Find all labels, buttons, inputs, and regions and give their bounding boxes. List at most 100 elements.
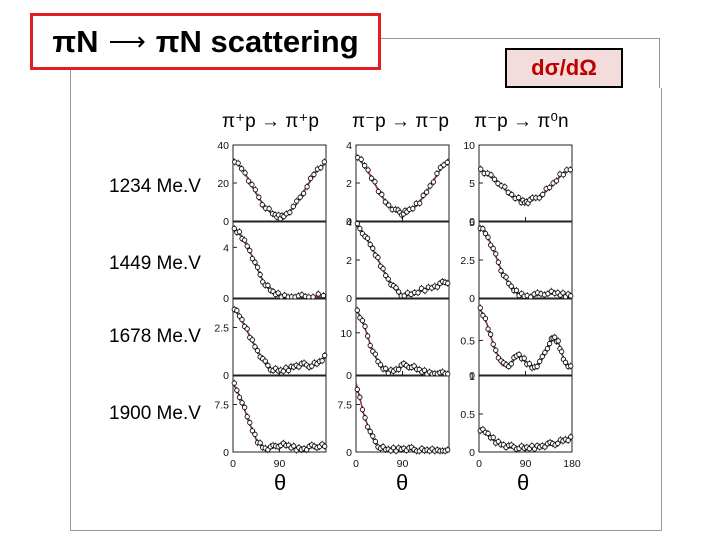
data-point — [244, 326, 250, 332]
x-axis-label-1: θ — [274, 470, 287, 495]
y-tick-label: 0 — [346, 447, 352, 459]
data-point — [354, 307, 360, 313]
data-point — [536, 195, 542, 201]
data-point — [239, 400, 245, 406]
data-point — [372, 351, 379, 357]
data-point — [367, 342, 373, 349]
data-point — [364, 424, 371, 430]
data-point — [521, 355, 527, 361]
data-point — [482, 230, 489, 237]
data-point — [265, 282, 271, 289]
data-point — [357, 225, 363, 232]
data-point — [568, 293, 574, 299]
data-point — [555, 338, 561, 344]
data-point — [445, 280, 451, 286]
reaction-label-pim-cex: π⁻p → π⁰n — [474, 111, 569, 132]
data-point — [362, 323, 368, 330]
data-point — [370, 245, 376, 251]
data-point — [236, 394, 243, 401]
data-point — [493, 251, 499, 257]
data-point — [567, 167, 573, 173]
x-tick-label: 90 — [274, 458, 286, 470]
data-point — [239, 316, 245, 323]
data-point — [490, 341, 496, 347]
y-tick-label: 0.5 — [460, 409, 475, 421]
data-point — [509, 191, 515, 198]
y-tick-label: 2.5 — [214, 323, 229, 335]
y-tick-label: 1 — [469, 371, 475, 383]
data-point — [304, 184, 310, 190]
data-point — [300, 190, 307, 197]
x-tick-label: 90 — [397, 458, 409, 470]
frame-left-line — [70, 70, 71, 88]
data-point — [477, 305, 483, 311]
data-point — [422, 288, 428, 294]
data-point — [275, 290, 281, 296]
data-point — [441, 162, 447, 168]
data-point — [542, 349, 548, 356]
data-point — [393, 285, 399, 291]
frame-top-line — [381, 38, 660, 39]
data-point — [487, 331, 494, 338]
data-point — [368, 175, 375, 181]
x-axis-label-3: θ — [517, 470, 530, 495]
data-point — [359, 317, 366, 324]
data-point — [245, 178, 252, 184]
data-point — [367, 428, 373, 435]
data-point — [380, 265, 386, 272]
y-tick-label: 4 — [346, 217, 352, 229]
data-point — [534, 363, 540, 370]
data-point — [485, 234, 491, 240]
data-point — [231, 380, 237, 386]
data-point — [491, 176, 498, 182]
data-point — [318, 165, 324, 171]
reaction-label-pim-elastic: π⁻p → π⁻p — [352, 111, 449, 132]
data-point — [544, 345, 551, 352]
data-point — [319, 358, 325, 364]
data-point — [386, 202, 392, 208]
data-point — [480, 226, 486, 232]
data-point — [249, 181, 255, 188]
data-point — [508, 361, 514, 367]
y-tick-label: 40 — [217, 140, 229, 152]
data-point — [417, 200, 423, 206]
y-tick-label: 0 — [346, 293, 352, 305]
data-point — [513, 287, 520, 293]
data-point — [247, 419, 253, 426]
data-point — [537, 358, 543, 365]
data-point — [545, 291, 551, 297]
data-point — [445, 447, 451, 453]
data-point — [395, 366, 402, 373]
data-point — [354, 386, 360, 393]
data-point — [310, 294, 316, 300]
data-point — [236, 313, 243, 319]
data-point — [546, 341, 553, 347]
y-tick-label: 0 — [223, 370, 229, 382]
data-point — [434, 284, 441, 290]
data-point — [490, 434, 496, 441]
data-point — [361, 162, 368, 169]
data-point — [560, 172, 567, 178]
data-point — [370, 433, 376, 439]
data-point — [568, 434, 574, 440]
data-point — [495, 259, 502, 265]
data-point — [383, 365, 389, 372]
data-point — [322, 443, 328, 449]
x-tick-label: 0 — [476, 458, 482, 470]
data-point — [362, 415, 368, 421]
y-tick-label: 0 — [223, 293, 229, 305]
data-point — [427, 183, 433, 189]
data-point — [236, 229, 243, 235]
data-point — [516, 351, 522, 358]
data-point — [515, 194, 522, 201]
y-tick-label: 0 — [346, 216, 352, 228]
data-point — [562, 359, 569, 365]
x-tick-label: 0 — [353, 458, 359, 470]
data-point — [244, 413, 250, 420]
data-point — [364, 235, 371, 241]
data-point — [503, 274, 509, 280]
energy-label-1449: 1449 Me.V — [109, 253, 201, 274]
data-point — [254, 347, 261, 354]
data-point — [315, 291, 321, 297]
